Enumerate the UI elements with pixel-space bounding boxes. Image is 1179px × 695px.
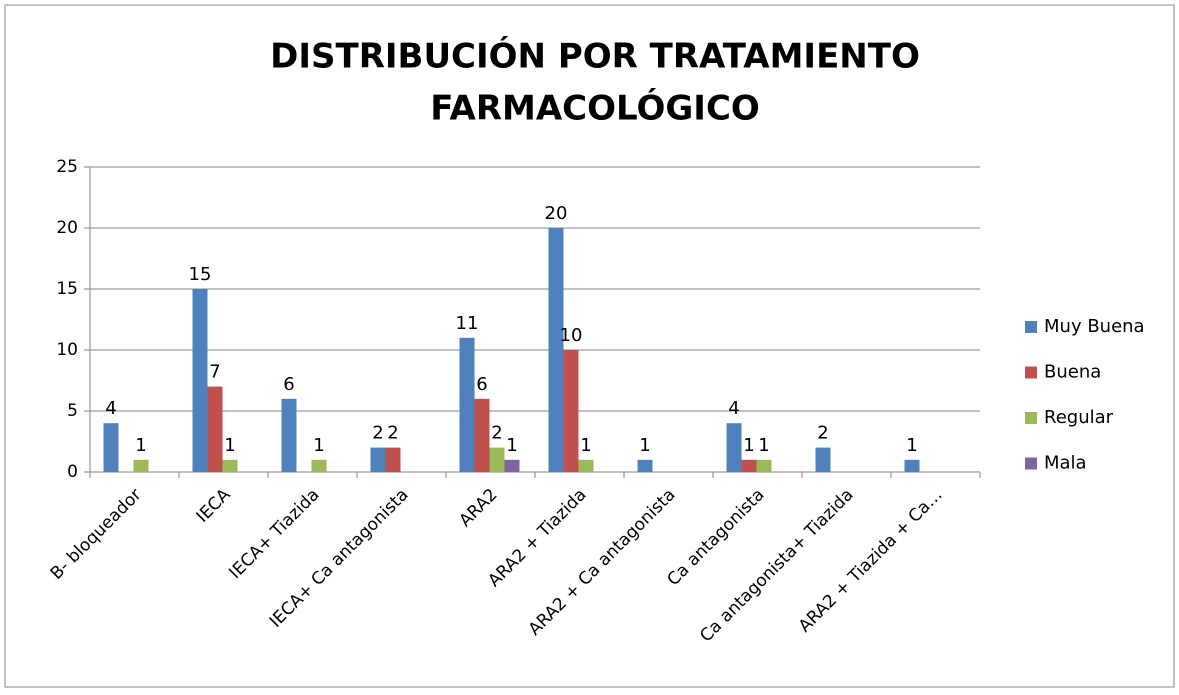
y-tick-label: 20 bbox=[56, 218, 78, 238]
data-label: 20 bbox=[545, 203, 568, 224]
legend-swatch bbox=[1025, 366, 1037, 379]
data-label: 4 bbox=[105, 398, 116, 419]
data-label: 7 bbox=[209, 362, 220, 383]
bar bbox=[459, 337, 475, 472]
data-label: 1 bbox=[313, 435, 324, 456]
bar bbox=[726, 423, 742, 472]
bar bbox=[548, 228, 564, 472]
data-label: 6 bbox=[476, 374, 487, 395]
bar bbox=[222, 459, 238, 472]
data-label: 15 bbox=[189, 264, 212, 285]
bar bbox=[578, 459, 594, 472]
data-label: 6 bbox=[283, 374, 294, 395]
bar bbox=[281, 398, 297, 472]
data-label: 2 bbox=[817, 423, 828, 444]
bar bbox=[563, 350, 579, 472]
y-tick-label: 25 bbox=[56, 157, 78, 177]
data-label: 1 bbox=[224, 435, 235, 456]
chart-title: FARMACOLÓGICO bbox=[430, 88, 760, 129]
y-tick-label: 0 bbox=[67, 462, 78, 482]
data-label: 2 bbox=[491, 423, 502, 444]
bar bbox=[192, 289, 208, 472]
y-tick-label: 5 bbox=[67, 401, 78, 421]
bar bbox=[637, 459, 653, 472]
legend-label: Regular bbox=[1044, 407, 1114, 428]
y-tick-label: 15 bbox=[56, 279, 78, 299]
data-label: 1 bbox=[580, 435, 591, 456]
bar bbox=[207, 386, 223, 472]
data-label: 1 bbox=[135, 435, 146, 456]
data-label: 2 bbox=[387, 423, 398, 444]
y-tick-label: 10 bbox=[56, 340, 78, 360]
bar bbox=[311, 459, 327, 472]
data-label: 11 bbox=[456, 313, 479, 334]
data-label: 1 bbox=[758, 435, 769, 456]
bar bbox=[385, 447, 401, 472]
data-label: 1 bbox=[906, 435, 917, 456]
data-label: 1 bbox=[639, 435, 650, 456]
legend-swatch bbox=[1025, 457, 1037, 470]
legend-label: Mala bbox=[1044, 453, 1087, 474]
bar bbox=[904, 459, 920, 472]
data-label: 4 bbox=[728, 398, 739, 419]
bar bbox=[133, 459, 149, 472]
legend-swatch bbox=[1025, 321, 1037, 333]
bar bbox=[504, 459, 520, 472]
data-label: 10 bbox=[560, 325, 583, 346]
bar bbox=[741, 459, 757, 472]
bar bbox=[370, 447, 386, 472]
bar bbox=[756, 459, 772, 472]
legend-label: Buena bbox=[1044, 362, 1101, 383]
data-label: 1 bbox=[743, 435, 754, 456]
bar bbox=[474, 398, 490, 472]
legend-label: Muy Buena bbox=[1044, 316, 1145, 337]
data-label: 1 bbox=[506, 435, 517, 456]
bar bbox=[815, 447, 831, 472]
legend-swatch bbox=[1025, 412, 1037, 424]
chart-title: DISTRIBUCIÓN POR TRATAMIENTO bbox=[270, 36, 920, 77]
bar bbox=[103, 423, 119, 472]
data-label: 2 bbox=[372, 423, 383, 444]
bar bbox=[489, 447, 505, 472]
